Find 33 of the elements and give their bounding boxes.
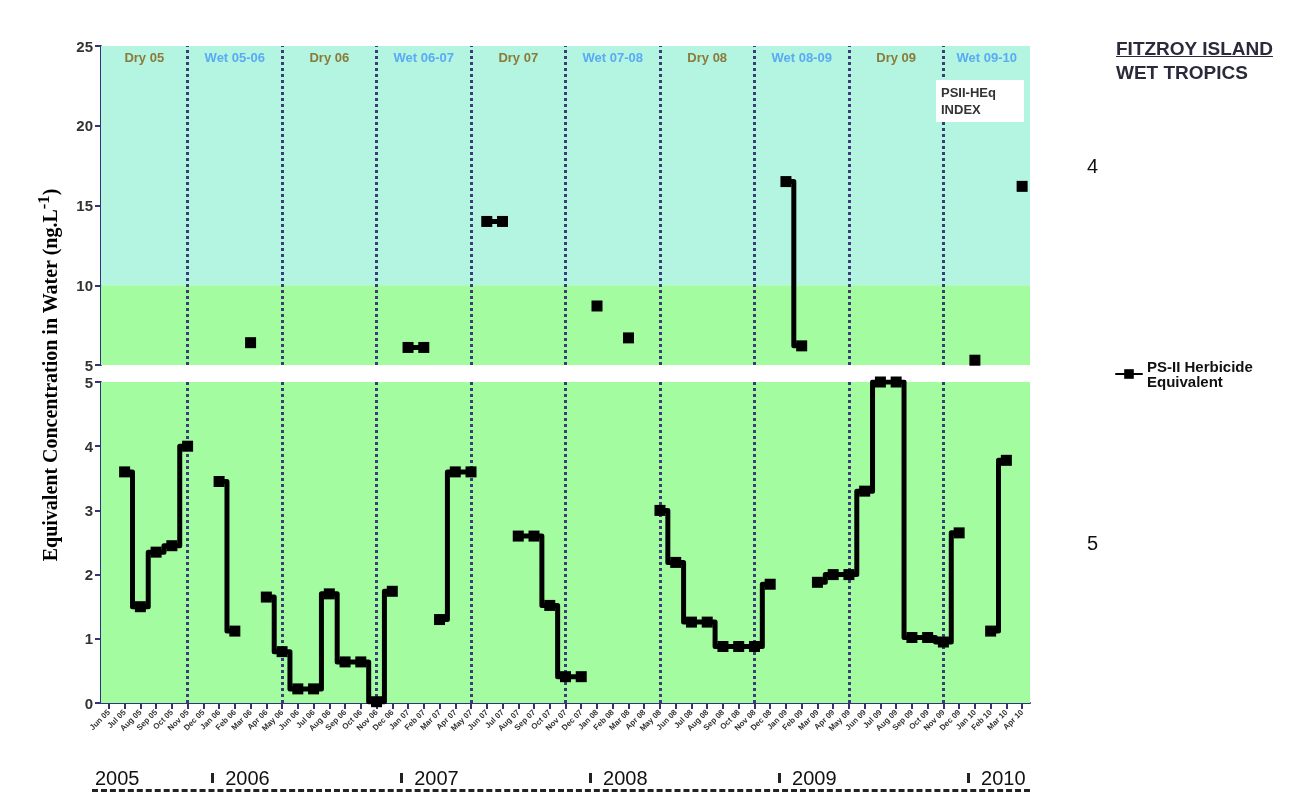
y-tick-label: 3 bbox=[84, 501, 93, 519]
annotation: Wet 05-06 bbox=[204, 50, 266, 65]
y-tick-label: 1 bbox=[84, 630, 93, 648]
y-tick-label: 20 bbox=[76, 117, 93, 135]
annotation: Dry 05 bbox=[124, 50, 165, 65]
text: 2005 bbox=[95, 767, 140, 790]
y-tick-label: 15 bbox=[76, 197, 93, 214]
y-tick-label: 2 bbox=[84, 566, 93, 584]
text: FITZROY ISLAND bbox=[1116, 38, 1273, 60]
annotation: PSII-HEq INDEX bbox=[941, 85, 1000, 117]
annotation: Dry 06 bbox=[309, 50, 350, 65]
text: 2006 bbox=[225, 767, 270, 790]
band-label: 5 bbox=[1087, 531, 1099, 554]
annotation: Dry 07 bbox=[498, 50, 539, 65]
text: 2007 bbox=[414, 767, 459, 790]
annotation: Wet 07-08 bbox=[582, 50, 643, 65]
y-tick-label: 10 bbox=[76, 276, 93, 294]
y-tick-label: 5 bbox=[84, 356, 93, 374]
annotation: Dry 09 bbox=[876, 50, 917, 65]
text: 2010 bbox=[981, 767, 1026, 790]
y-tick-label: 5 bbox=[84, 373, 93, 391]
legend-label: PS-II Herbicide Equivalent bbox=[1147, 358, 1258, 390]
text: 2009 bbox=[792, 767, 837, 790]
y-tick-label: 4 bbox=[84, 437, 94, 455]
annotation: Wet 06-07 bbox=[393, 50, 455, 65]
band-label: 4 bbox=[1087, 154, 1099, 177]
text: 2008 bbox=[603, 767, 648, 790]
y-tick-label: 25 bbox=[76, 37, 93, 55]
annotation: Wet 08-09 bbox=[771, 50, 832, 65]
text: WET TROPICS bbox=[1116, 62, 1248, 84]
annotation: Dry 08 bbox=[687, 50, 728, 65]
annotation: Wet 09-10 bbox=[956, 50, 1017, 65]
y-tick-label: 0 bbox=[84, 694, 93, 712]
